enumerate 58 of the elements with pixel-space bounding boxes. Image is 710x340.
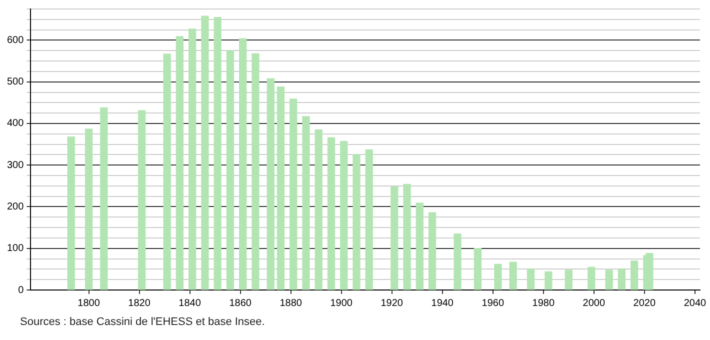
bar (176, 36, 184, 290)
bar (390, 186, 398, 290)
bar (84, 128, 93, 290)
bar (494, 264, 502, 290)
x-tick-label: 1940 (431, 298, 454, 309)
bar (526, 268, 535, 290)
bar (416, 202, 424, 290)
y-tick-label: 100 (6, 243, 24, 254)
bar (276, 86, 285, 290)
x-tick-label: 1960 (482, 298, 504, 309)
x-tick-label: 1920 (380, 298, 404, 309)
y-tick-label: 300 (6, 160, 24, 171)
x-tick-label: 1820 (128, 298, 151, 309)
bar (340, 141, 348, 290)
bar (239, 38, 247, 290)
bar (290, 98, 298, 290)
bar (214, 16, 222, 290)
bar (646, 253, 654, 290)
bar (266, 78, 274, 290)
x-tick-label: 1860 (229, 298, 252, 309)
x-tick-label: 2040 (684, 298, 707, 309)
bar (509, 262, 517, 290)
bar (474, 248, 482, 290)
bar (163, 54, 171, 290)
bar (618, 268, 626, 290)
bar (544, 271, 552, 290)
bar (252, 53, 260, 290)
bar (188, 28, 196, 290)
bar (403, 184, 411, 290)
bar (630, 260, 638, 290)
bar (138, 110, 146, 290)
x-tick-label: 1900 (330, 298, 353, 309)
source-note: Sources : base Cassini de l'EHESS et base Insee. (19, 316, 266, 328)
x-tick-label: 1980 (532, 298, 555, 309)
bar (302, 116, 310, 290)
x-tick-label: 1840 (178, 298, 202, 309)
y-tick-label: 0 (18, 284, 24, 296)
x-tick-label: 1800 (78, 298, 100, 309)
x-tick-label: 2020 (633, 298, 656, 309)
bar (454, 233, 462, 290)
bar (201, 16, 209, 290)
bar (67, 136, 75, 290)
bar (352, 154, 360, 290)
bar (564, 270, 572, 290)
bar (226, 50, 234, 290)
bar (100, 107, 108, 290)
x-tick-label: 1880 (280, 298, 302, 309)
bar (588, 266, 596, 290)
y-tick-label: 500 (6, 76, 24, 88)
bar (365, 149, 373, 290)
x-tick-label: 2000 (582, 298, 606, 309)
y-tick-label: 200 (6, 201, 24, 212)
bar (314, 129, 322, 290)
bar (327, 137, 336, 290)
bar (428, 212, 436, 290)
bar (605, 270, 613, 290)
y-tick-label: 400 (6, 118, 24, 130)
y-tick-label: 600 (6, 34, 24, 46)
